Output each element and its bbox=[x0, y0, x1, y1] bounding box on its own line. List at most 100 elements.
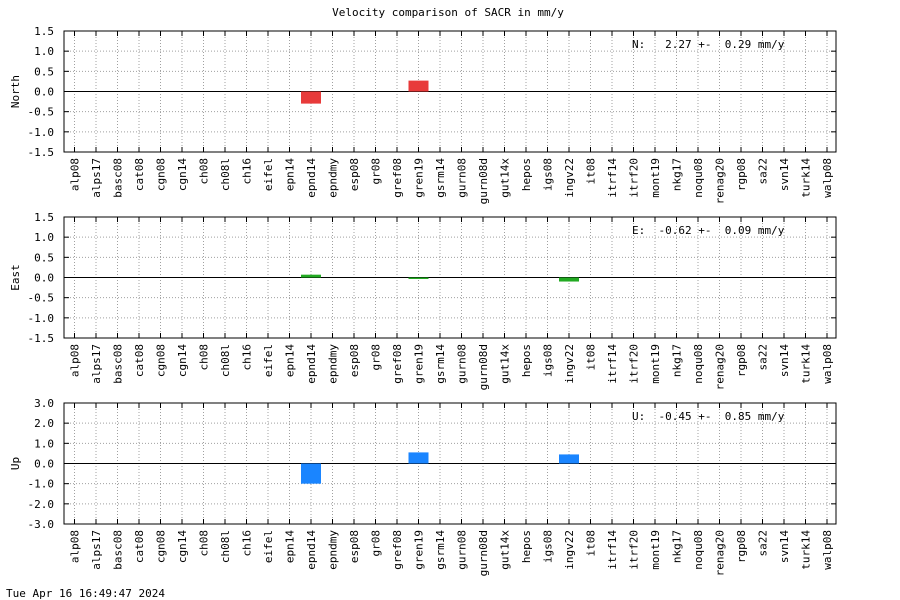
y-axis-label: East bbox=[9, 264, 22, 291]
x-tick-label: epn14 bbox=[284, 530, 297, 563]
x-tick-label: walp08 bbox=[821, 158, 834, 198]
x-tick-label: itrf14 bbox=[606, 158, 619, 198]
x-tick-label: gref08 bbox=[391, 344, 404, 384]
y-tick-label: 0.0 bbox=[34, 272, 54, 285]
x-tick-label: sa22 bbox=[757, 530, 770, 557]
x-tick-label: ingv22 bbox=[563, 158, 576, 198]
x-tick-label: epnd14 bbox=[305, 158, 318, 198]
x-tick-label: itrf20 bbox=[628, 530, 641, 570]
bar-ingv22 bbox=[559, 454, 579, 464]
x-tick-label: gurn08d bbox=[477, 530, 490, 576]
x-tick-label: rgp08 bbox=[735, 530, 748, 563]
x-tick-label: gurn08d bbox=[477, 158, 490, 204]
x-tick-label: nkg17 bbox=[671, 158, 684, 191]
stats-annotation: N: 2.27 +- 0.29 mm/y bbox=[632, 38, 785, 51]
x-tick-label: ch08l bbox=[219, 344, 232, 377]
y-tick-label: 0.5 bbox=[34, 65, 54, 78]
x-tick-label: basc08 bbox=[112, 344, 125, 384]
x-tick-label: gren19 bbox=[413, 344, 426, 384]
x-tick-label: cat08 bbox=[133, 344, 146, 377]
panel-up: 3.0 2.0 1.0 0.0 -1.0 -2.0 -3.0 alp08 alps17 basc0… bbox=[9, 397, 837, 576]
bar-gren19 bbox=[408, 452, 429, 464]
x-tick-label: turk14 bbox=[800, 344, 813, 384]
x-tick-label: hepos bbox=[520, 530, 533, 563]
x-tick-label: walp08 bbox=[821, 344, 834, 384]
x-tick-label: hepos bbox=[520, 158, 533, 191]
x-tick-label: alps17 bbox=[90, 530, 103, 570]
y-tick-label: -1.0 bbox=[28, 478, 55, 491]
x-tick-label: alps17 bbox=[90, 344, 103, 384]
x-tick-label: svn14 bbox=[778, 530, 791, 563]
x-tick-label: epn14 bbox=[284, 344, 297, 377]
y-tick-label: 1.5 bbox=[34, 25, 54, 38]
x-tick-label: itrf20 bbox=[628, 344, 641, 384]
stats-annotation: U: -0.45 +- 0.85 mm/y bbox=[632, 410, 785, 423]
x-tick-label: epndmy bbox=[327, 344, 340, 384]
y-tick-label: 1.5 bbox=[34, 211, 54, 224]
x-tick-label: alp08 bbox=[69, 158, 82, 191]
bar-epnd14 bbox=[301, 274, 321, 278]
plot-frame bbox=[63, 402, 837, 525]
y-tick-label: 1.0 bbox=[34, 45, 54, 58]
x-tick-label: noqu08 bbox=[692, 530, 705, 570]
x-tick-label: alp08 bbox=[69, 530, 82, 563]
y-tick-label: -0.5 bbox=[28, 292, 55, 305]
x-tick-label: cat08 bbox=[133, 158, 146, 191]
y-tick-label: -1.5 bbox=[28, 146, 55, 159]
x-tick-label: gut14x bbox=[499, 158, 512, 198]
x-tick-label: esp08 bbox=[348, 530, 361, 563]
bar-ingv22 bbox=[559, 277, 579, 282]
x-tick-label: epnd14 bbox=[305, 530, 318, 570]
x-tick-label: it08 bbox=[585, 158, 598, 185]
x-tick-label: rgp08 bbox=[735, 344, 748, 377]
x-tick-label: gr08 bbox=[370, 344, 383, 371]
timestamp: Tue Apr 16 16:49:47 2024 bbox=[6, 587, 165, 600]
x-tick-label: svn14 bbox=[778, 344, 791, 377]
x-tick-label: cgn08 bbox=[155, 344, 168, 377]
x-tick-label: cgn14 bbox=[176, 158, 189, 191]
x-tick-label: eifel bbox=[262, 158, 275, 191]
y-tick-label: -3.0 bbox=[28, 518, 55, 531]
x-tick-label: ch08l bbox=[219, 158, 232, 191]
plot-frame bbox=[63, 30, 837, 153]
x-tick-label: gurn08 bbox=[456, 158, 469, 198]
x-tick-label: turk14 bbox=[800, 530, 813, 570]
x-tick-label: basc08 bbox=[112, 530, 125, 570]
y-tick-label: 2.0 bbox=[34, 417, 54, 430]
x-tick-label: gsrm14 bbox=[434, 344, 447, 384]
x-tick-label: ch16 bbox=[241, 344, 254, 371]
x-tick-label: gurn08 bbox=[456, 530, 469, 570]
x-tick-label: ingv22 bbox=[563, 344, 576, 384]
x-tick-label: sa22 bbox=[757, 344, 770, 371]
x-tick-label: gut14x bbox=[499, 344, 512, 384]
x-tick-label: nkg17 bbox=[671, 530, 684, 563]
x-tick-label: epnd14 bbox=[305, 344, 318, 384]
stats-annotation: E: -0.62 +- 0.09 mm/y bbox=[632, 224, 785, 237]
x-tick-label: gref08 bbox=[391, 158, 404, 198]
x-tick-label: eifel bbox=[262, 344, 275, 377]
y-tick-label: -2.0 bbox=[28, 498, 55, 511]
x-tick-label: ch08 bbox=[198, 530, 211, 557]
x-tick-label: it08 bbox=[585, 344, 598, 371]
y-tick-label: -1.5 bbox=[28, 332, 55, 345]
x-tick-label: noqu08 bbox=[692, 158, 705, 198]
x-tick-label: ch16 bbox=[241, 530, 254, 557]
x-tick-label: basc08 bbox=[112, 158, 125, 198]
x-tick-label: cat08 bbox=[133, 530, 146, 563]
x-tick-label: gsrm14 bbox=[434, 530, 447, 570]
y-axis-label: Up bbox=[9, 457, 22, 470]
x-tick-label: gsrm14 bbox=[434, 158, 447, 198]
x-tick-label: renag20 bbox=[714, 158, 727, 204]
x-tick-label: gut14x bbox=[499, 530, 512, 570]
x-tick-label: renag20 bbox=[714, 344, 727, 390]
x-tick-label: itrf20 bbox=[628, 158, 641, 198]
x-tick-label: esp08 bbox=[348, 344, 361, 377]
y-tick-label: -0.5 bbox=[28, 106, 55, 119]
y-tick-label: 3.0 bbox=[34, 397, 54, 410]
x-tick-label: hepos bbox=[520, 344, 533, 377]
y-axis-label: North bbox=[9, 75, 22, 108]
x-tick-label: esp08 bbox=[348, 158, 361, 191]
x-tick-label: igs08 bbox=[542, 158, 555, 191]
